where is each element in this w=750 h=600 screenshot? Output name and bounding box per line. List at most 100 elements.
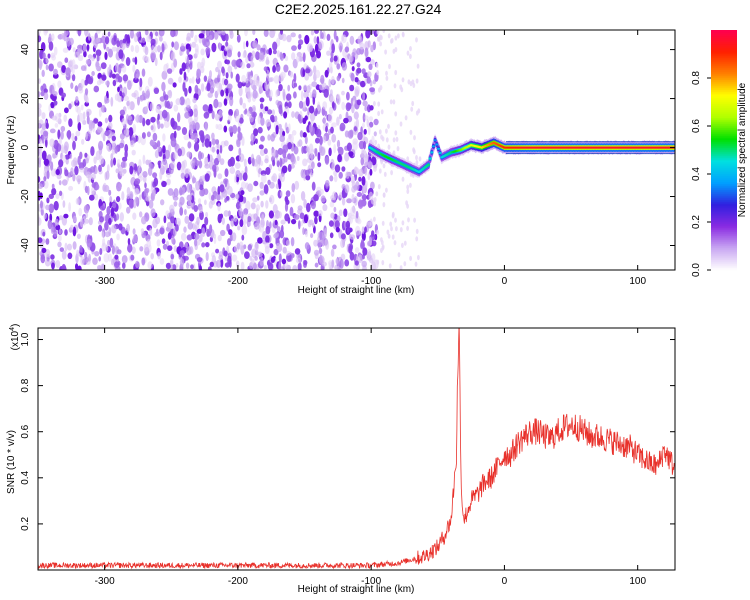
spectrogram-noise-blob bbox=[359, 42, 365, 50]
spectrogram-noise-blob bbox=[309, 91, 313, 99]
spectrogram-track-edge bbox=[611, 141, 613, 143]
spectrogram-noise-blob bbox=[38, 190, 41, 201]
spectrogram-noise-blob bbox=[110, 96, 114, 107]
spectrogram-noise-blob bbox=[254, 255, 258, 261]
spectrogram-track-edge bbox=[588, 141, 591, 143]
spectrogram-noise-blob bbox=[329, 232, 334, 239]
spectrogram-noise-blob bbox=[133, 77, 139, 84]
colorbar-cell bbox=[711, 48, 737, 51]
colorbar-cell bbox=[711, 144, 737, 147]
spectrogram-track-edge bbox=[630, 152, 632, 155]
spectrogram-noise-blob bbox=[90, 166, 96, 173]
spectrogram-noise-blob bbox=[173, 201, 178, 207]
spectrogram-noise-blob bbox=[134, 44, 140, 54]
spectrogram-noise-blob bbox=[215, 248, 220, 254]
spectrogram-noise-blob bbox=[72, 241, 77, 250]
spectrogram-noise-blob bbox=[187, 141, 192, 149]
spectrogram-noise-blob bbox=[132, 228, 136, 235]
spectrogram-noise-blob bbox=[111, 46, 118, 52]
spectrogram-noise-blob bbox=[247, 216, 252, 223]
spectrogram-noise-blob bbox=[280, 219, 286, 225]
spectrogram-track-edge bbox=[641, 141, 643, 143]
spectrogram-noise-blob bbox=[282, 88, 286, 98]
spectrogram-noise-blob bbox=[328, 220, 334, 227]
spectrogram-noise-blob bbox=[138, 159, 142, 168]
spectrogram-noise-blob bbox=[200, 134, 205, 144]
spectrogram-noise-blob bbox=[341, 189, 346, 199]
spectrogram-noise-blob bbox=[156, 140, 161, 148]
spectrogram-noise-blob bbox=[329, 89, 333, 96]
spectrogram-noise-blob bbox=[59, 190, 63, 196]
spectrogram-noise-blob bbox=[349, 234, 356, 240]
spectrogram-noise-blob bbox=[157, 120, 161, 130]
spectrogram-track-edge bbox=[518, 152, 521, 155]
spectrogram-track-edge bbox=[521, 141, 524, 143]
spectrogram-noise-blob bbox=[253, 128, 259, 137]
colorbar-cell bbox=[711, 72, 737, 75]
spectrogram-noise-blob bbox=[351, 52, 356, 57]
spectrogram-noise-blob bbox=[143, 188, 148, 198]
spectrogram-noise-blob bbox=[170, 253, 175, 260]
spectrogram-noise-blob bbox=[146, 35, 152, 43]
spectrogram-noise-blob bbox=[120, 161, 126, 169]
spectrogram-noise-blob bbox=[269, 197, 272, 203]
spectrogram-track-edge bbox=[518, 141, 521, 143]
spectrogram-noise-blob bbox=[239, 97, 243, 106]
spectrogram-noise-blob bbox=[180, 232, 187, 241]
colorbar-cell bbox=[711, 182, 737, 185]
spectrogram-noise-blob bbox=[409, 182, 412, 188]
spectrogram-noise-blob bbox=[154, 150, 159, 159]
spectrogram-noise-blob bbox=[223, 125, 228, 133]
spectrogram-noise-blob bbox=[206, 230, 211, 237]
colorbar-cell bbox=[711, 32, 737, 35]
spectrogram-noise-blob bbox=[64, 169, 69, 177]
spectrogram-noise-blob bbox=[108, 121, 113, 130]
spectrogram-track-edge bbox=[509, 141, 511, 143]
spectrogram-noise-blob bbox=[312, 96, 316, 105]
spectrogram-noise-blob bbox=[136, 31, 141, 38]
spectrogram-noise-blob bbox=[161, 81, 166, 92]
spectrogram-noise-blob bbox=[108, 189, 112, 196]
spectrogram-noise-blob bbox=[246, 110, 251, 117]
spectrogram-noise-blob bbox=[201, 57, 206, 67]
spectrogram-noise-blob bbox=[282, 246, 287, 254]
spectrogram-noise-blob bbox=[61, 65, 66, 73]
spectrogram-noise-blob bbox=[83, 204, 90, 214]
spectrogram-noise-blob bbox=[228, 126, 234, 133]
spectrogram-noise-blob bbox=[170, 215, 175, 224]
spectrogram-noise-blob bbox=[254, 242, 260, 251]
spectrogram-noise-blob bbox=[313, 210, 320, 217]
spectrogram-noise-blob bbox=[38, 30, 41, 35]
spectrogram-noise-blob bbox=[351, 104, 355, 114]
spectrogram-noise-blob bbox=[298, 220, 301, 230]
spectrogram-noise-blob bbox=[215, 194, 222, 201]
spectrogram-noise-blob bbox=[95, 49, 102, 57]
spectrogram-track-edge bbox=[649, 141, 651, 143]
spectrogram-noise-blob bbox=[205, 211, 209, 218]
colorbar-cell bbox=[711, 94, 737, 97]
spectrogram-noise-blob bbox=[187, 66, 190, 73]
spectrogram-noise-blob bbox=[356, 99, 362, 106]
spectrogram-track-edge bbox=[670, 152, 672, 155]
spectrogram-noise-blob bbox=[139, 246, 144, 252]
spectrogram-track-edge bbox=[604, 141, 607, 143]
spectrogram-track-edge bbox=[636, 141, 639, 143]
spectrogram-noise-blob bbox=[358, 140, 365, 150]
spectrogram-noise-blob bbox=[317, 231, 324, 240]
spectrogram-noise-blob bbox=[213, 98, 219, 109]
spectrogram-noise-blob bbox=[194, 160, 200, 167]
spectrogram-noise-blob bbox=[166, 178, 171, 186]
spectrogram-noise-blob bbox=[353, 111, 359, 120]
spectrogram-noise-blob bbox=[86, 238, 93, 248]
spectrogram-noise-blob bbox=[76, 233, 81, 239]
spectrogram-noise-blob bbox=[192, 97, 197, 104]
spectrogram-track-edge bbox=[512, 152, 514, 155]
spectrogram-noise-blob bbox=[115, 62, 119, 73]
spectrogram-noise-blob bbox=[68, 118, 73, 127]
spectrogram-noise-blob bbox=[385, 128, 388, 134]
spectrogram-noise-blob bbox=[107, 67, 110, 77]
spectrogram-noise-blob bbox=[412, 147, 415, 153]
spectrogram-noise-blob bbox=[57, 129, 61, 140]
spectrogram-noise-blob bbox=[377, 184, 381, 190]
spectrogram-noise-blob bbox=[394, 111, 398, 117]
